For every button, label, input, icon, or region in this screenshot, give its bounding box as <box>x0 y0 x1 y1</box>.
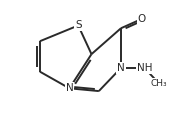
Text: O: O <box>137 14 146 24</box>
Text: CH₃: CH₃ <box>151 79 168 88</box>
Text: N: N <box>66 83 73 93</box>
Text: N: N <box>117 63 125 73</box>
Text: S: S <box>75 21 82 30</box>
Text: NH: NH <box>137 63 152 73</box>
